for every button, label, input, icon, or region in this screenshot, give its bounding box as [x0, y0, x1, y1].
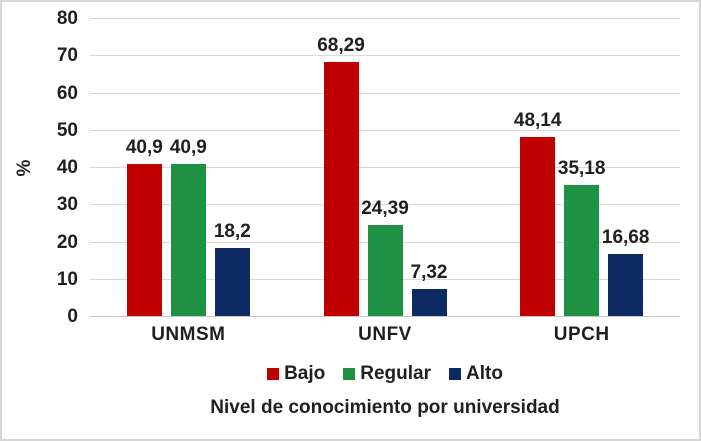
- legend-item-bajo: Bajo: [267, 363, 325, 385]
- gridline: [90, 92, 680, 94]
- gridline: [90, 204, 680, 206]
- value-label: 7,32: [410, 262, 448, 283]
- legend-marker-icon: [449, 368, 461, 380]
- x-category-label: UPCH: [553, 324, 610, 345]
- bar-regular-unmsm: [170, 164, 206, 316]
- gridline: [90, 18, 680, 19]
- legend: Bajo Regular Alto: [90, 363, 680, 385]
- bar-alto-unmsm: [214, 248, 250, 316]
- value-label: 40,9: [169, 137, 207, 158]
- bar-bajo-upch: [520, 137, 556, 316]
- x-category-label: UNFV: [358, 324, 412, 345]
- x-axis-line: [90, 316, 680, 317]
- gridline: [90, 167, 680, 168]
- value-label: 40,9: [125, 137, 163, 158]
- bar-alto-unfv: [411, 289, 447, 316]
- legend-marker-icon: [267, 368, 280, 380]
- value-label: 35,18: [557, 158, 606, 179]
- y-tick-label: 10: [56, 268, 78, 290]
- value-label: 24,39: [361, 198, 409, 219]
- y-tick-label: 40: [56, 157, 78, 178]
- legend-label: Bajo: [284, 363, 326, 384]
- x-category-label: UNMSM: [151, 324, 226, 345]
- value-label: 48,14: [513, 110, 562, 131]
- legend-item-regular: Regular: [343, 363, 431, 385]
- y-tick-label: 20: [56, 231, 78, 253]
- value-label: 16,68: [601, 227, 650, 248]
- legend-marker-icon: [343, 368, 356, 380]
- y-tick-label: 80: [56, 8, 78, 29]
- y-tick-label: 50: [56, 119, 78, 141]
- y-tick-label: 60: [56, 82, 78, 104]
- gridline: [90, 129, 680, 131]
- chart-title: Nivel de conocimiento por universidad: [210, 397, 560, 418]
- value-label: 68,29: [317, 35, 365, 56]
- y-tick-label: 0: [67, 306, 78, 327]
- legend-label: Alto: [466, 363, 503, 384]
- gridline: [90, 55, 680, 57]
- legend-item-alto: Alto: [449, 363, 503, 385]
- bar-regular-unfv: [367, 225, 403, 316]
- y-tick-label: 30: [56, 194, 78, 216]
- y-tick-label: 70: [56, 45, 78, 67]
- legend-label: Regular: [360, 363, 431, 384]
- bar-alto-upch: [608, 254, 644, 316]
- bar-bajo-unmsm: [126, 164, 162, 316]
- bar-bajo-unfv: [323, 62, 359, 316]
- value-label: 18,2: [213, 221, 251, 242]
- bar-regular-upch: [564, 185, 600, 316]
